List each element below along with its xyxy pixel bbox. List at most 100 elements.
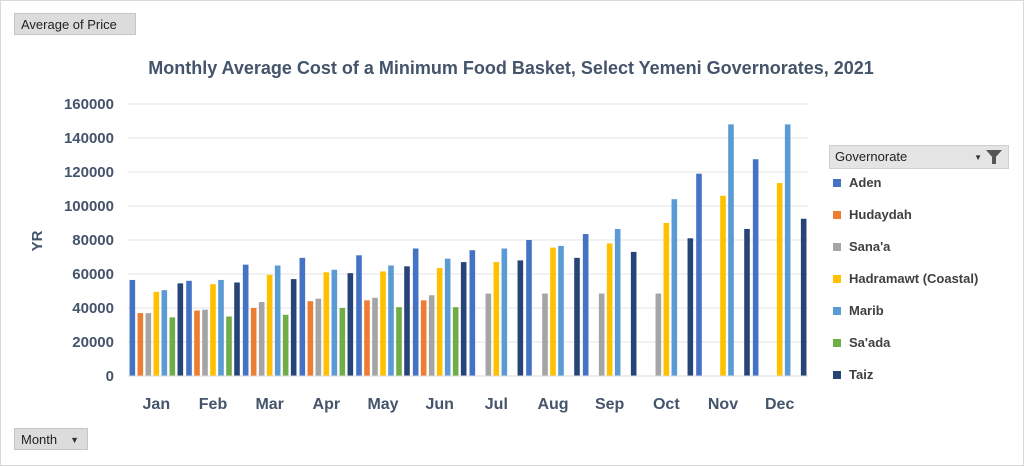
legend-item: Sana'a [829, 233, 1009, 265]
dropdown-arrow-icon: ▼ [70, 435, 79, 445]
bar [250, 308, 257, 376]
y-tick-label: 160000 [64, 96, 114, 113]
dropdown-arrow-icon: ▼ [974, 153, 982, 162]
legend-swatch [833, 275, 841, 283]
bar [323, 272, 330, 376]
legend-label: Sana'a [849, 239, 891, 254]
bar [452, 307, 459, 376]
bar [364, 300, 370, 376]
bar [752, 159, 759, 376]
legend-item: Taiz [829, 361, 1009, 393]
bar [671, 199, 678, 376]
legend-swatch [833, 211, 841, 219]
x-tick-label: May [367, 396, 398, 413]
bar [720, 195, 726, 376]
y-tick-label: 60000 [72, 266, 114, 283]
bar [169, 317, 176, 376]
legend-swatch [833, 339, 841, 347]
bar [687, 238, 694, 376]
bar [598, 293, 605, 376]
legend-label: Marib [849, 303, 884, 318]
bar [331, 269, 338, 376]
bar [444, 258, 451, 376]
y-tick-label: 140000 [64, 130, 114, 147]
legend: Governorate ▼ Aden Hudaydah Sana'a Hadramaw… [829, 145, 1009, 393]
bar [290, 279, 297, 376]
chart-title: Monthly Average Cost of a Minimum Food B… [148, 58, 874, 78]
legend-label: Taiz [849, 367, 874, 382]
bar [582, 234, 589, 376]
bar [542, 293, 548, 376]
legend-label: Hudaydah [849, 207, 912, 222]
x-tick-label: Sep [595, 396, 625, 413]
bar [630, 251, 637, 376]
bar [728, 124, 734, 377]
bar [574, 257, 580, 376]
x-tick-label: Jan [143, 396, 171, 413]
bar [258, 302, 265, 376]
legend-item: Sa'ada [829, 329, 1009, 361]
filter-icon [986, 150, 1002, 164]
bar [372, 297, 378, 376]
y-axis-label: YR [29, 230, 46, 251]
bar [663, 223, 670, 376]
legend-item: Hudaydah [829, 201, 1009, 233]
bar [485, 293, 492, 376]
bar [550, 247, 556, 376]
legend-swatch [833, 179, 841, 187]
x-tick-label: Jun [425, 396, 453, 413]
bar [234, 282, 240, 376]
bar [299, 257, 306, 376]
bar [388, 265, 394, 376]
x-tick-label: Oct [653, 396, 680, 413]
bar [218, 279, 224, 376]
legend-item: Marib [829, 297, 1009, 329]
bar [153, 291, 160, 376]
bar [469, 250, 476, 376]
bar [800, 218, 807, 376]
bar [517, 260, 524, 376]
legend-label: Hadramawt (Coastal) [849, 271, 979, 286]
bar [210, 284, 216, 376]
bar [347, 273, 354, 376]
y-tick-label: 0 [106, 368, 114, 385]
bar [428, 295, 435, 376]
bar [186, 280, 192, 376]
y-tick-label: 20000 [72, 334, 114, 351]
bar [614, 228, 621, 376]
bar [655, 293, 662, 376]
x-tick-label: Jul [485, 396, 508, 413]
bar [129, 279, 136, 376]
y-tick-label: 40000 [72, 300, 114, 317]
bar [436, 268, 443, 376]
value-field-button[interactable]: Average of Price [14, 13, 136, 35]
bar [145, 313, 152, 376]
x-tick-label: Mar [255, 396, 283, 413]
legend-swatch [833, 307, 841, 315]
y-tick-label: 100000 [64, 198, 114, 215]
x-tick-label: Feb [199, 396, 228, 413]
bar [194, 310, 200, 376]
legend-item: Aden [829, 169, 1009, 201]
bar [501, 248, 508, 376]
bar [404, 266, 410, 376]
value-field-label: Average of Price [21, 17, 117, 32]
bar [161, 290, 168, 376]
bar [744, 228, 750, 376]
bar [315, 298, 322, 376]
x-tick-label: Apr [313, 396, 341, 413]
axis-field-button[interactable]: Month ▼ [14, 428, 88, 450]
legend-field-label: Governorate [835, 149, 908, 164]
legend-swatch [833, 243, 841, 251]
bar [558, 245, 564, 376]
bar [696, 173, 702, 376]
bar [339, 308, 346, 376]
bar [282, 314, 289, 376]
legend-filter-button[interactable]: Governorate ▼ [829, 145, 1009, 169]
bar [784, 124, 791, 377]
bar [356, 255, 362, 376]
bar [177, 283, 184, 376]
bar [412, 248, 419, 376]
